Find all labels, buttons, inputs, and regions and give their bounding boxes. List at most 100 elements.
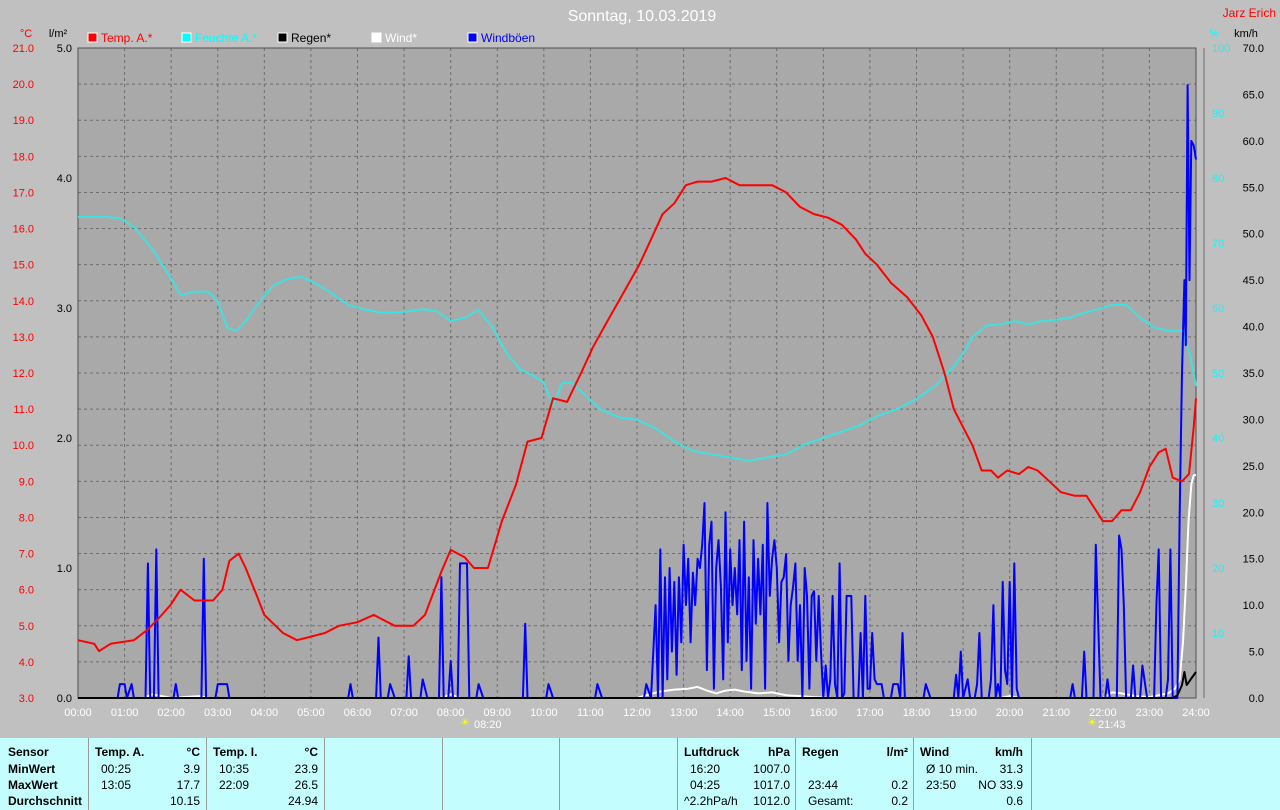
legend-label: Wind* [385, 31, 417, 45]
rain-max: 0.2 [891, 778, 908, 792]
temp-tick-label: 16.0 [13, 224, 34, 236]
chart-title: Sonntag, 10.03.2019 [568, 8, 717, 25]
legend-swatch [467, 32, 478, 43]
temp-tick-label: 10.0 [13, 440, 34, 452]
pressure-header: Luftdruck [684, 745, 740, 759]
series-layer [77, 84, 1197, 699]
time-tick-label: 24:00 [1182, 707, 1210, 719]
temp-tick-label: 20.0 [13, 79, 34, 91]
divider [442, 738, 443, 810]
time-tick-label: 17:00 [856, 707, 884, 719]
time-tick-label: 07:00 [390, 707, 418, 719]
time-tick-label: 06:00 [344, 707, 372, 719]
pressure-trend: ^2.2hPa/h [684, 794, 738, 808]
temp-tick-label: 21.0 [13, 43, 34, 55]
time-tick-label: 13:00 [670, 707, 698, 719]
temp-a-unit: °C [186, 745, 200, 759]
time-tick-label: 20:00 [996, 707, 1024, 719]
temp-tick-label: 15.0 [13, 260, 34, 272]
wind-tick-label: 70.0 [1243, 43, 1264, 55]
time-tick-label: 23:00 [1136, 707, 1164, 719]
humidity-tick-label: 90 [1212, 108, 1224, 120]
time-tick-label: 15:00 [763, 707, 791, 719]
wind-tick-label: 25.0 [1243, 461, 1264, 473]
humidity-tick-label: 70 [1212, 238, 1224, 250]
humidity-unit-label: % [1209, 28, 1219, 40]
temp-i-min: 23.9 [294, 762, 318, 776]
legend-label: Feuchte A.* [195, 31, 257, 45]
humidity-tick-label: 100 [1212, 43, 1230, 55]
wind-tick-label: 50.0 [1243, 229, 1264, 241]
time-tick-label: 10:00 [530, 707, 558, 719]
wind-avg10-label: Ø 10 min. [926, 762, 979, 776]
sensor-header: Sensor [8, 745, 49, 759]
temp-tick-label: 4.0 [19, 657, 34, 669]
wind-tick-label: 45.0 [1243, 275, 1264, 287]
sunrise-time: 08:20 [474, 719, 502, 731]
time-tick-label: 09:00 [483, 707, 511, 719]
rain-total-label: Gesamt: [808, 794, 854, 808]
rain-max-time: 23:44 [808, 778, 839, 792]
sun-markers: ☀ 08:20 ☀ 21:43 [460, 717, 1125, 731]
rain-axis: 0.0 1.0 2.0 3.0 4.0 5.0 [57, 43, 72, 705]
time-tick-label: 16:00 [810, 707, 838, 719]
rain-total: 0.2 [891, 794, 908, 808]
grid-lines [78, 48, 1196, 698]
pressure-max: 1017.0 [753, 778, 790, 792]
wind-header: Wind [920, 745, 950, 759]
divider [1031, 738, 1032, 810]
temp-a-min-time: 00:25 [101, 762, 132, 776]
time-tick-label: 21:00 [1042, 707, 1070, 719]
time-tick-label: 14:00 [716, 707, 744, 719]
wind-avg: 0.6 [1006, 794, 1023, 808]
temp-tick-label: 14.0 [13, 296, 34, 308]
temp-a-avg: 10.15 [169, 794, 200, 808]
legend-swatch [371, 32, 382, 43]
divider [913, 738, 914, 810]
time-tick-label: 08:00 [437, 707, 465, 719]
wind-avg10: 31.3 [999, 762, 1023, 776]
wind-tick-label: 0.0 [1249, 693, 1264, 705]
time-axis: 00:00 01:00 02:00 03:00 04:00 05:00 06:00 07:00… [64, 707, 1210, 719]
temp-tick-label: 13.0 [13, 332, 34, 344]
temp-tick-label: 6.0 [19, 585, 34, 597]
row-label-avg: Durchschnitt [8, 794, 83, 808]
rain-tick-label: 2.0 [57, 433, 72, 445]
rain-tick-label: 3.0 [57, 303, 72, 315]
temp-tick-label: 5.0 [19, 621, 34, 633]
row-label-max: MaxWert [8, 778, 58, 792]
legend-label: Temp. A.* [101, 31, 153, 45]
temp-tick-label: 19.0 [13, 115, 34, 127]
wind-tick-label: 35.0 [1243, 368, 1264, 380]
humidity-tick-label: 40 [1212, 433, 1224, 445]
wind-tick-label: 55.0 [1243, 182, 1264, 194]
time-tick-label: 22:00 [1089, 707, 1117, 719]
wind-unit-label: km/h [1234, 28, 1258, 40]
legend-label: Regen* [291, 31, 331, 45]
rain-unit-label: l/m² [49, 28, 68, 40]
legend-label: Windböen [481, 31, 535, 45]
temp-i-avg: 24.94 [287, 794, 318, 808]
divider [88, 738, 89, 810]
series-line-rain [78, 671, 1197, 699]
wind-tick-label: 15.0 [1243, 554, 1264, 566]
temp-unit-label: °C [20, 28, 32, 40]
divider [677, 738, 678, 810]
pressure-min: 1007.0 [753, 762, 790, 776]
legend-swatch [181, 32, 192, 43]
rain-unit: l/m² [886, 745, 908, 759]
temp-a-max-time: 13:05 [101, 778, 132, 792]
author-label: Jarz Erich [1223, 6, 1276, 20]
temp-i-unit: °C [304, 745, 318, 759]
wind-axis: 0.0 5.0 10.0 15.0 20.0 25.0 30.0 35.0 40.0 45.0 50… [1243, 43, 1264, 705]
pressure-avg: 1012.0 [753, 794, 790, 808]
time-tick-label: 05:00 [297, 707, 325, 719]
temp-tick-label: 17.0 [13, 187, 34, 199]
wind-gust: NO 33.9 [978, 778, 1023, 792]
sunset-icon: ☀ [1087, 717, 1097, 729]
weather-chart: Sonntag, 10.03.2019 Jarz Erich Temp. A.*… [12, 6, 1276, 731]
temp-a-max: 17.7 [176, 778, 200, 792]
rain-tick-label: 4.0 [57, 173, 72, 185]
time-tick-label: 02:00 [157, 707, 185, 719]
statistics-table: Sensor MinWert MaxWert Durchschnitt Temp… [0, 738, 1280, 810]
